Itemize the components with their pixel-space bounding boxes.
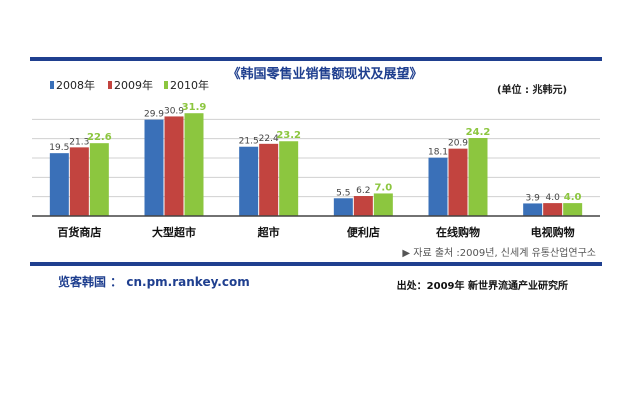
bar: [373, 193, 393, 216]
data-label: 24.2: [466, 127, 491, 138]
bar: [448, 148, 468, 216]
category-label: 百货商店: [57, 225, 101, 239]
data-label: 6.2: [356, 186, 370, 196]
category-label: 便利店: [347, 225, 380, 239]
bar: [353, 196, 373, 216]
legend: 2008年 2009年 2010年: [50, 78, 209, 92]
footer-source-site: 览客韩国 ： cn.pm.rankey.com: [58, 274, 250, 289]
data-label: 31.9: [182, 102, 207, 113]
top-band: [30, 57, 602, 61]
bar: [164, 116, 184, 216]
footer-source-origin: 出处：2009年 新世界流通产业研究所: [397, 279, 568, 292]
bar: [428, 157, 448, 216]
data-label: 30.9: [164, 106, 184, 116]
data-label: 18.1: [428, 148, 448, 158]
bar: [468, 138, 488, 216]
category-label: 超市: [257, 225, 280, 239]
legend-entry: 2010年: [170, 78, 209, 92]
bar: [49, 153, 69, 216]
chart-title: 《韩国零售业销售额现状及展望》: [227, 66, 422, 82]
data-label: 20.9: [448, 139, 468, 149]
bar: [523, 203, 543, 216]
category-label: 在线购物: [436, 225, 480, 239]
bars: [49, 113, 583, 216]
legend-entry: 2008年: [56, 78, 95, 92]
legend-entry: 2009年: [114, 78, 153, 92]
bar: [144, 119, 164, 216]
data-label: 21.3: [69, 137, 89, 147]
data-label: 21.5: [239, 137, 259, 147]
data-label: 3.9: [526, 193, 541, 203]
bar: [543, 203, 563, 216]
data-label: 7.0: [374, 182, 392, 193]
data-label: 29.9: [144, 110, 164, 120]
data-label: 23.2: [276, 130, 301, 141]
category-labels: 百货商店 大型超市 超市 便利店 在线购物 电视购物: [57, 225, 574, 239]
legend-swatch: [164, 81, 168, 89]
bar: [184, 113, 204, 216]
bar: [259, 143, 279, 216]
data-label: 22.4: [259, 134, 279, 144]
value-labels: 19.521.322.6 29.9 30.931.9 21.5 22.423.2 5.5 6…: [49, 102, 581, 203]
bar: [89, 143, 109, 216]
legend-swatch: [108, 81, 112, 89]
source-korean: ▶ 자료 출처 :2009년, 신세계 유통산업연구소: [402, 246, 596, 259]
data-label: 4.0: [546, 193, 561, 203]
category-label: 电视购物: [531, 225, 575, 239]
data-label: 4.0: [564, 192, 582, 203]
grid: [32, 118, 600, 198]
bar: [333, 198, 353, 216]
bottom-band: [30, 262, 602, 266]
data-label: 22.6: [87, 132, 112, 143]
bar: [239, 146, 259, 216]
data-label: 19.5: [49, 143, 69, 153]
data-label: 5.5: [336, 188, 350, 198]
bar: [279, 141, 299, 216]
bar: [69, 147, 89, 216]
legend-swatch: [50, 81, 54, 89]
unit-label: (单位 : 兆韩元): [497, 83, 567, 96]
bar: [563, 203, 583, 216]
category-label: 大型超市: [152, 225, 196, 239]
